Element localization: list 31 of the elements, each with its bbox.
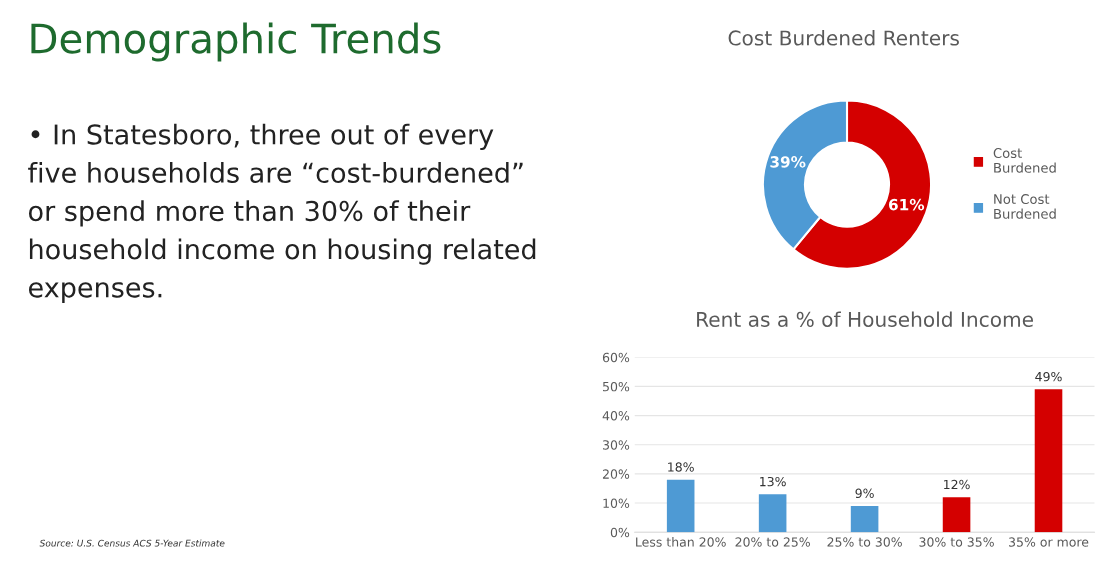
text: • In Statesboro, three out of every five households are “cost-burdened” or spend more than 30% of their household income on housing related expenses. bbox=[28, 123, 536, 303]
data-label: 18% bbox=[668, 462, 694, 472]
bar bbox=[942, 497, 971, 533]
y-tick-label: 10% bbox=[603, 498, 630, 508]
source-note: Source: U.S. Census ACS 5-Year Estimate bbox=[39, 539, 225, 547]
y-tick-label: 50% bbox=[603, 381, 630, 392]
data-label: 13% bbox=[760, 476, 786, 487]
bar bbox=[850, 505, 879, 533]
bar bbox=[1034, 389, 1063, 533]
chart-title: Cost Burdened Renters bbox=[728, 30, 959, 46]
data-label: 12% bbox=[944, 479, 970, 490]
y-tick-label: 20% bbox=[602, 469, 630, 479]
bar bbox=[758, 494, 787, 533]
x-tick-label: 20% to 25% bbox=[735, 537, 810, 547]
x-tick-label: Less than 20% bbox=[636, 537, 726, 547]
legend-label: Not Cost Burdened bbox=[994, 194, 1056, 219]
data-label: 39% bbox=[770, 156, 806, 168]
y-tick-label: 40% bbox=[602, 411, 630, 421]
bar bbox=[666, 479, 695, 533]
data-label: 49% bbox=[1035, 371, 1062, 382]
data-label: 9% bbox=[855, 488, 874, 498]
x-tick-label: 35% or more bbox=[1009, 537, 1089, 547]
y-tick-label: 0% bbox=[610, 527, 630, 538]
x-tick-label: 30% to 35% bbox=[919, 537, 994, 547]
x-tick-label: 25% to 30% bbox=[827, 537, 902, 547]
data-label: 61% bbox=[888, 198, 925, 211]
y-tick-label: 60% bbox=[602, 352, 630, 363]
chart-title: Rent as a % of Household Income bbox=[697, 311, 1033, 327]
y-tick-label: 30% bbox=[603, 440, 630, 450]
legend-label: Cost Burdened bbox=[993, 148, 1056, 173]
text: Demographic Trends bbox=[31, 22, 441, 62]
